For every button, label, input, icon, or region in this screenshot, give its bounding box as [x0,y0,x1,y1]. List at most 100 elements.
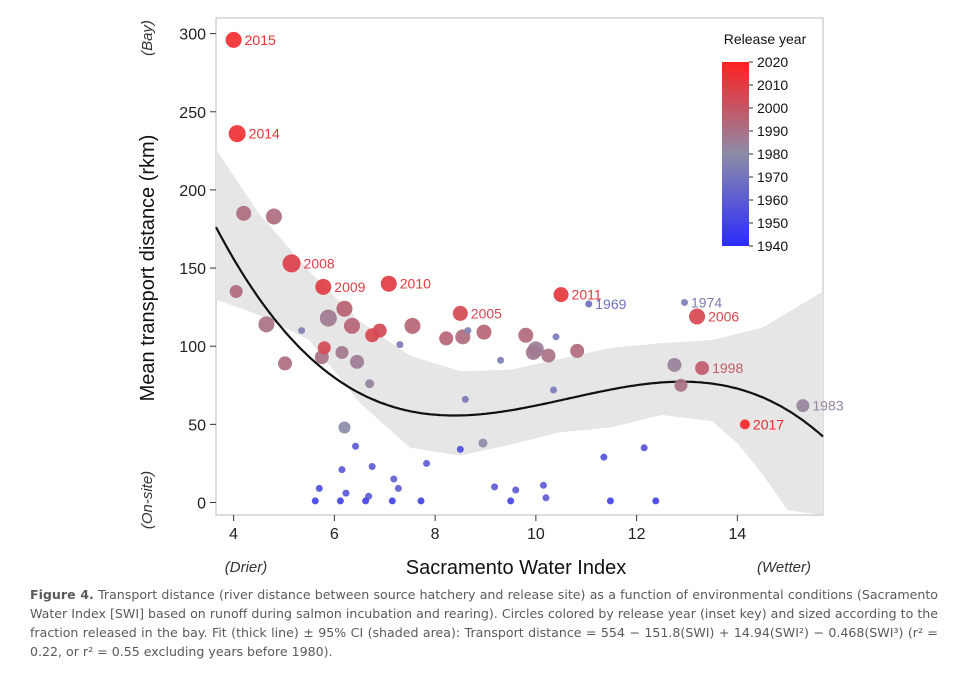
data-point-43 [796,399,810,413]
x-axis-ticks: 4 6 8 10 12 14 [229,515,746,543]
data-point-41 [674,378,688,392]
data-point-19 [365,328,380,343]
wetter-note: (Wetter) [757,559,811,576]
data-point-59 [512,486,520,494]
y-tick-label-50: 50 [188,417,206,434]
data-point-48 [352,442,360,450]
data-point-56 [315,484,323,492]
point-label-7: 2010 [400,276,431,292]
fit-line [215,226,824,438]
data-point-15 [344,317,361,334]
data-point-65 [336,497,344,505]
legend-tick-label-2000: 2000 [757,100,788,116]
data-point-46 [338,421,351,434]
data-point-29 [335,345,349,359]
data-point-61 [342,489,350,497]
data-point-32 [541,348,556,363]
legend-tick-label-1970: 1970 [757,169,788,185]
data-point-11 [689,308,706,325]
data-point-9 [585,300,593,308]
y-tick-label-200: 200 [179,183,206,200]
y-tick-label-250: 250 [179,105,206,122]
drier-note: (Drier) [225,559,268,576]
data-point-70 [606,497,614,505]
data-point-3 [265,208,282,225]
legend-tick-label-1950: 1950 [757,215,788,231]
point-label-9: 1969 [595,296,626,312]
data-point-7 [380,275,397,292]
data-point-0 [225,31,242,48]
data-point-38 [667,357,682,372]
data-point-67 [388,497,396,505]
data-point-39 [695,361,710,376]
data-point-20 [298,327,306,335]
data-point-49 [456,445,464,453]
data-point-66 [362,497,370,505]
data-point-69 [507,497,515,505]
data-point-25 [518,327,534,343]
data-point-28 [317,341,331,355]
point-label-43: 1983 [812,398,843,414]
data-point-52 [423,459,431,467]
data-point-27 [396,341,404,349]
data-point-26 [552,333,560,341]
data-point-4 [282,254,301,273]
y-tick-label-100: 100 [179,339,206,356]
point-label-11: 2006 [708,309,739,325]
data-point-40 [365,379,375,389]
x-tick-label-6: 6 [330,526,339,543]
data-points [225,31,810,505]
data-point-6 [229,285,243,299]
data-point-31 [525,344,541,360]
y-tick-label-150: 150 [179,261,206,278]
data-point-12 [452,305,468,321]
data-point-42 [550,386,558,394]
data-point-71 [652,497,660,505]
point-label-4: 2008 [304,255,335,271]
x-tick-label-8: 8 [431,526,440,543]
bay-note: (Bay) [139,20,156,56]
data-point-44 [461,395,469,403]
point-label-39: 1998 [712,360,743,376]
y-axis-title: Mean transport distance (rkm) [137,135,159,402]
data-point-1 [228,125,246,143]
data-point-21 [464,327,472,335]
data-point-16 [258,316,275,333]
data-point-10 [680,298,688,306]
data-point-45 [739,419,750,430]
data-point-68 [417,497,425,505]
legend-tick-label-1980: 1980 [757,146,788,162]
caption-text: Transport distance (river distance betwe… [30,587,938,659]
data-point-53 [368,463,376,471]
y-axis-ticks: 0 50 100 150 200 250 300 [179,27,216,512]
y-tick-label-300: 300 [179,27,206,44]
data-point-58 [491,483,499,491]
color-legend: Release year 2020 2010 2000 1990 1980 1970 196… [722,31,807,254]
colorbar [722,62,749,246]
point-label-45: 2017 [753,416,784,432]
data-point-60 [539,481,547,489]
legend-tick-label-1940: 1940 [757,238,788,254]
data-point-50 [640,444,648,452]
x-tick-label-4: 4 [229,526,238,543]
data-point-37 [278,356,293,371]
data-point-5 [315,278,332,295]
data-point-17 [404,317,421,334]
confidence-band [216,149,823,515]
data-point-2 [236,205,252,221]
data-point-64 [311,497,319,505]
data-point-55 [390,475,398,483]
x-axis-title: Sacramento Water Index [406,557,626,579]
legend-tick-label-1990: 1990 [757,123,788,139]
data-point-36 [497,356,505,364]
data-point-33 [570,343,585,358]
data-point-35 [350,354,365,369]
point-label-5: 2009 [334,279,365,295]
data-point-22 [476,324,492,340]
data-point-54 [338,466,346,474]
legend-tick-label-2020: 2020 [757,54,788,70]
point-label-8: 2011 [572,287,602,303]
figure-caption: Figure 4. Transport distance (river dist… [30,585,938,661]
